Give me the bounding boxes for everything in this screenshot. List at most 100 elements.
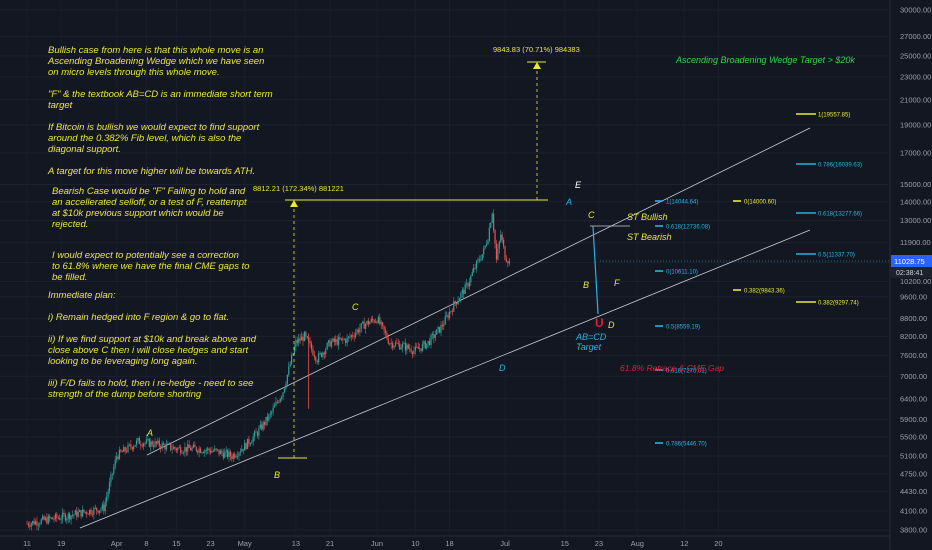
candle-body bbox=[288, 366, 290, 375]
candle-body bbox=[333, 338, 335, 342]
candle-body bbox=[353, 336, 355, 338]
candle-body bbox=[161, 443, 163, 449]
candle-body bbox=[500, 234, 502, 242]
candle-body bbox=[195, 447, 197, 451]
candle-body bbox=[411, 352, 414, 354]
candle-body bbox=[501, 234, 503, 240]
candle-body bbox=[187, 444, 189, 452]
candle-body bbox=[460, 293, 462, 299]
candle-body bbox=[292, 353, 294, 356]
candle-body bbox=[265, 416, 267, 425]
candle-body bbox=[218, 449, 220, 455]
y-tick-label: 3800.00 bbox=[900, 526, 927, 535]
countdown-badge bbox=[891, 267, 932, 278]
candle-body bbox=[145, 439, 148, 443]
candle-body bbox=[125, 451, 128, 452]
fib-level-label: 0.618(7275.01) bbox=[666, 369, 707, 375]
candle-body bbox=[204, 450, 206, 453]
candle-body bbox=[419, 348, 421, 350]
candle-body bbox=[349, 336, 351, 338]
current-price-badge bbox=[891, 255, 932, 267]
candle-body bbox=[329, 340, 331, 347]
candle-body bbox=[291, 355, 293, 365]
candle-body bbox=[174, 447, 176, 449]
candle-body bbox=[259, 424, 261, 429]
candle-body bbox=[389, 343, 391, 345]
candle-body bbox=[91, 514, 94, 515]
pattern-point-c: C bbox=[588, 210, 595, 220]
candle-body bbox=[242, 449, 244, 451]
candle-body bbox=[347, 336, 350, 338]
candle-body bbox=[87, 513, 89, 515]
candle-body bbox=[244, 443, 246, 451]
y-tick-label: 11900.00 bbox=[900, 238, 931, 247]
x-tick-label: Jun bbox=[371, 539, 383, 548]
x-tick-label: 8 bbox=[144, 539, 148, 548]
candle-body bbox=[475, 260, 478, 269]
candle-body bbox=[266, 416, 269, 421]
candle-body bbox=[67, 513, 69, 519]
candle-body bbox=[440, 325, 442, 333]
candle-body bbox=[481, 254, 483, 260]
candle-body bbox=[252, 436, 254, 443]
candle-body bbox=[118, 449, 121, 459]
candle-body bbox=[296, 340, 298, 343]
candle-body bbox=[497, 248, 499, 260]
candle-body bbox=[158, 440, 160, 447]
candle-body bbox=[282, 392, 284, 397]
candle-body bbox=[429, 340, 431, 345]
candle-body bbox=[366, 320, 368, 325]
y-tick-label: 23000.00 bbox=[900, 72, 931, 81]
candle-body bbox=[468, 282, 471, 287]
candle-body bbox=[359, 328, 361, 333]
candle-body bbox=[289, 364, 291, 367]
wedge-lower-line bbox=[79, 229, 811, 529]
candle-body bbox=[207, 448, 209, 451]
candle-body bbox=[505, 259, 508, 262]
candle-body bbox=[120, 449, 122, 452]
candle-body bbox=[214, 448, 216, 451]
fib-level-label: 1(19557.85) bbox=[818, 113, 850, 119]
candle-body bbox=[34, 521, 37, 525]
wedge-upper-line bbox=[146, 127, 811, 456]
candle-body bbox=[320, 352, 323, 357]
candle-body bbox=[312, 349, 314, 355]
fib-level-label: 0.786(16039.63) bbox=[818, 163, 862, 169]
candle-body bbox=[495, 243, 498, 260]
candle-body bbox=[130, 444, 132, 448]
candle-body bbox=[335, 339, 337, 342]
y-tick-label: 8800.00 bbox=[900, 314, 927, 323]
candle-body bbox=[107, 491, 109, 497]
candle-body bbox=[172, 447, 175, 450]
y-axis[interactable]: 30000.00 27000.00 25000.00 23000.00 21000.00… bbox=[891, 6, 932, 535]
candle-body bbox=[81, 509, 84, 517]
candle-body bbox=[370, 318, 372, 322]
candle-body bbox=[413, 350, 415, 354]
candle-body bbox=[454, 301, 456, 304]
candle-body bbox=[168, 443, 170, 445]
candle-body bbox=[96, 507, 98, 511]
candle-body bbox=[251, 442, 253, 444]
y-tick-label: 4100.00 bbox=[900, 506, 927, 515]
candle-body bbox=[356, 329, 358, 333]
measure-arrowhead bbox=[290, 200, 298, 207]
x-axis[interactable]: 11 19 Apr 8 15 23 May 13 21 Jun 10 18 Jul 15 23 Aug 12 20 bbox=[23, 539, 722, 548]
candle-body bbox=[441, 325, 444, 327]
candle-body bbox=[256, 432, 259, 436]
measure-arrowhead bbox=[533, 62, 541, 69]
y-tick-label: 5900.00 bbox=[900, 415, 927, 424]
pattern-point-f: F bbox=[614, 278, 620, 288]
candle-body bbox=[49, 516, 51, 519]
y-tick-label: 13000.00 bbox=[900, 216, 931, 225]
candle-body bbox=[110, 474, 112, 483]
candle-body bbox=[410, 349, 412, 353]
candle-body bbox=[66, 518, 68, 521]
candle-body bbox=[224, 452, 226, 458]
x-tick-label: Aug bbox=[631, 539, 644, 548]
candle-body bbox=[305, 332, 307, 337]
candle-body bbox=[30, 523, 32, 527]
candle-body bbox=[137, 438, 139, 441]
candle-body bbox=[374, 321, 377, 323]
candle-body bbox=[302, 336, 304, 342]
